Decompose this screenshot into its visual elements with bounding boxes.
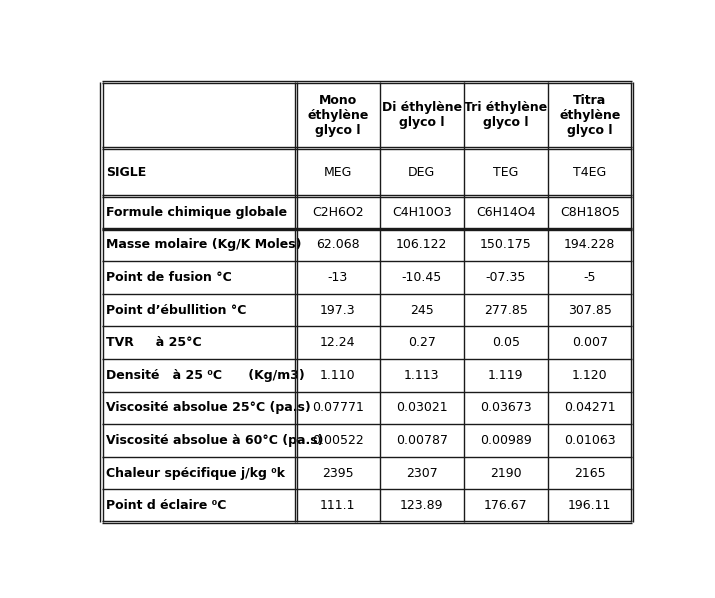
Text: 111.1: 111.1 (320, 499, 355, 512)
Text: 0.007: 0.007 (572, 336, 608, 349)
Text: 0.07771: 0.07771 (312, 401, 364, 414)
Text: 106.122: 106.122 (396, 239, 448, 251)
Text: 0.00787: 0.00787 (396, 434, 448, 447)
Text: 0.05: 0.05 (492, 336, 520, 349)
Text: 2307: 2307 (406, 466, 438, 480)
Text: 123.89: 123.89 (400, 499, 443, 512)
Text: -5: -5 (583, 271, 596, 284)
Text: 150.175: 150.175 (480, 239, 532, 251)
Text: TVR     à 25°C: TVR à 25°C (106, 336, 202, 349)
Text: Titra
éthylène
glyco l: Titra éthylène glyco l (559, 93, 621, 136)
Text: 0.03673: 0.03673 (480, 401, 532, 414)
Text: C8H18O5: C8H18O5 (560, 206, 620, 219)
Text: TEG: TEG (493, 166, 518, 179)
Text: DEG: DEG (408, 166, 435, 179)
Text: 245: 245 (410, 304, 433, 317)
Text: Masse molaire (Kg/K Moles): Masse molaire (Kg/K Moles) (106, 239, 302, 251)
Text: SIGLE: SIGLE (106, 166, 147, 179)
Text: 0.01063: 0.01063 (564, 434, 616, 447)
Text: 1.113: 1.113 (404, 369, 440, 382)
Text: Mono
éthylène
glyco l: Mono éthylène glyco l (307, 93, 368, 136)
Text: 62.068: 62.068 (316, 239, 360, 251)
Text: 0.04271: 0.04271 (564, 401, 616, 414)
Text: Viscosité absolue 25°C (pa.s): Viscosité absolue 25°C (pa.s) (106, 401, 311, 414)
Text: Di éthylène
glyco l: Di éthylène glyco l (382, 101, 462, 129)
Text: 307.85: 307.85 (568, 304, 612, 317)
Text: 1.110: 1.110 (320, 369, 355, 382)
Text: -13: -13 (327, 271, 348, 284)
Text: Chaleur spécifique j/kg ⁰k: Chaleur spécifique j/kg ⁰k (106, 466, 285, 480)
Text: MEG: MEG (324, 166, 352, 179)
Text: -10.45: -10.45 (402, 271, 442, 284)
Text: Densité   à 25 ⁰C      (Kg/m3): Densité à 25 ⁰C (Kg/m3) (106, 369, 305, 382)
Text: Point de fusion °C: Point de fusion °C (106, 271, 232, 284)
Text: C6H14O4: C6H14O4 (476, 206, 536, 219)
Text: 196.11: 196.11 (568, 499, 611, 512)
Text: 176.67: 176.67 (484, 499, 528, 512)
Text: 197.3: 197.3 (320, 304, 355, 317)
Text: C4H10O3: C4H10O3 (392, 206, 452, 219)
Text: C2H6O2: C2H6O2 (312, 206, 363, 219)
Text: Point d’ébullition °C: Point d’ébullition °C (106, 304, 247, 317)
Text: 0.27: 0.27 (408, 336, 435, 349)
Text: 0.00522: 0.00522 (312, 434, 364, 447)
Text: 2395: 2395 (322, 466, 353, 480)
Text: 277.85: 277.85 (484, 304, 528, 317)
Text: 12.24: 12.24 (320, 336, 355, 349)
Text: 2190: 2190 (490, 466, 522, 480)
Text: 1.119: 1.119 (488, 369, 523, 382)
Text: -07.35: -07.35 (485, 271, 526, 284)
Text: Tri éthylène
glyco l: Tri éthylène glyco l (464, 101, 548, 129)
Text: 0.03021: 0.03021 (396, 401, 448, 414)
Text: 1.120: 1.120 (572, 369, 608, 382)
Text: Viscosité absolue à 60°C (pa.s): Viscosité absolue à 60°C (pa.s) (106, 434, 323, 447)
Text: 0.00989: 0.00989 (480, 434, 532, 447)
Text: Formule chimique globale: Formule chimique globale (106, 206, 287, 219)
Text: T4EG: T4EG (573, 166, 606, 179)
Text: 194.228: 194.228 (564, 239, 616, 251)
Text: Point d éclaire ⁰C: Point d éclaire ⁰C (106, 499, 227, 512)
Text: 2165: 2165 (574, 466, 606, 480)
